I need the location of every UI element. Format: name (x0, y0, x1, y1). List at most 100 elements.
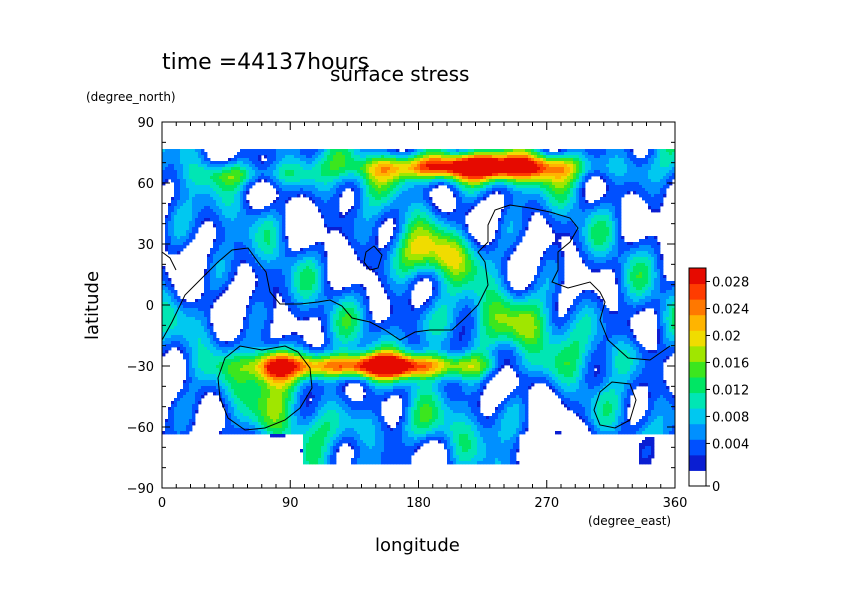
field-cell (612, 158, 616, 162)
field-cell (504, 224, 508, 228)
field-cell (264, 167, 268, 171)
field-cell (225, 224, 229, 228)
field-cell (402, 233, 406, 237)
field-cell (576, 248, 580, 252)
field-cell (414, 161, 418, 165)
field-cell (270, 209, 274, 213)
field-cell (612, 161, 616, 165)
field-cell (339, 173, 343, 177)
field-cell (429, 155, 433, 159)
field-cell (627, 149, 631, 153)
field-cell (609, 179, 613, 183)
field-cell (201, 152, 205, 156)
field-cell (654, 236, 658, 240)
field-cell (498, 218, 502, 222)
field-cell (510, 248, 514, 252)
field-cell (654, 158, 658, 162)
field-cell (633, 245, 637, 249)
field-cell (276, 179, 280, 183)
field-cell (393, 239, 397, 243)
field-cell (405, 236, 409, 240)
field-cell (189, 203, 193, 207)
field-cell (468, 155, 472, 159)
field-cell (408, 152, 412, 156)
field-cell (531, 194, 535, 198)
field-cell (531, 212, 535, 216)
field-cell (168, 236, 172, 240)
field-cell (456, 209, 460, 213)
field-cell (588, 176, 592, 180)
field-cell (345, 170, 349, 174)
field-cell (276, 221, 280, 225)
field-cell (423, 197, 427, 201)
field-cell (399, 173, 403, 177)
field-cell (213, 170, 217, 174)
field-cell (300, 164, 304, 168)
field-cell (555, 233, 559, 237)
field-cell (252, 152, 256, 156)
field-cell (285, 242, 289, 246)
field-cell (495, 173, 499, 177)
field-cell (252, 221, 256, 225)
field-cell (615, 239, 619, 243)
field-cell (648, 152, 652, 156)
field-cell (162, 170, 166, 174)
field-cell (177, 149, 181, 153)
field-cell (231, 245, 235, 249)
field-cell (510, 212, 514, 216)
field-cell (477, 197, 481, 201)
field-cell (663, 164, 667, 168)
field-cell (168, 248, 172, 252)
field-cell (402, 206, 406, 210)
field-cell (429, 173, 433, 177)
field-cell (192, 182, 196, 186)
field-cell (357, 227, 361, 231)
field-cell (375, 218, 379, 222)
field-cell (612, 239, 616, 243)
field-cell (579, 185, 583, 189)
field-cell (234, 203, 238, 207)
field-cell (570, 224, 574, 228)
field-cell (456, 179, 460, 183)
field-cell (294, 194, 298, 198)
field-cell (633, 176, 637, 180)
field-cell (270, 242, 274, 246)
field-cell (543, 200, 547, 204)
field-cell (219, 221, 223, 225)
field-cell (246, 176, 250, 180)
field-cell (603, 173, 607, 177)
field-cell (489, 149, 493, 153)
field-cell (324, 170, 328, 174)
field-cell (441, 227, 445, 231)
field-cell (453, 179, 457, 183)
field-cell (279, 209, 283, 213)
field-cell (267, 158, 271, 162)
field-cell (402, 212, 406, 216)
field-cell (456, 200, 460, 204)
field-cell (558, 230, 562, 234)
field-cell (183, 161, 187, 165)
field-cell (354, 164, 358, 168)
field-cell (510, 242, 514, 246)
field-cell (555, 248, 559, 252)
field-cell (498, 164, 502, 168)
field-cell (450, 149, 454, 153)
field-cell (549, 251, 553, 255)
field-cell (222, 167, 226, 171)
field-cell (423, 209, 427, 213)
field-cell (522, 188, 526, 192)
field-cell (411, 194, 415, 198)
field-cell (423, 152, 427, 156)
field-cell (162, 173, 166, 177)
field-cell (504, 185, 508, 189)
field-cell (513, 212, 517, 216)
field-cell (585, 251, 589, 255)
field-cell (210, 248, 214, 252)
field-cell (609, 230, 613, 234)
field-cell (219, 218, 223, 222)
field-cell (219, 191, 223, 195)
field-cell (213, 173, 217, 177)
field-cell (225, 221, 229, 225)
field-cell (516, 161, 520, 165)
field-cell (288, 251, 292, 255)
